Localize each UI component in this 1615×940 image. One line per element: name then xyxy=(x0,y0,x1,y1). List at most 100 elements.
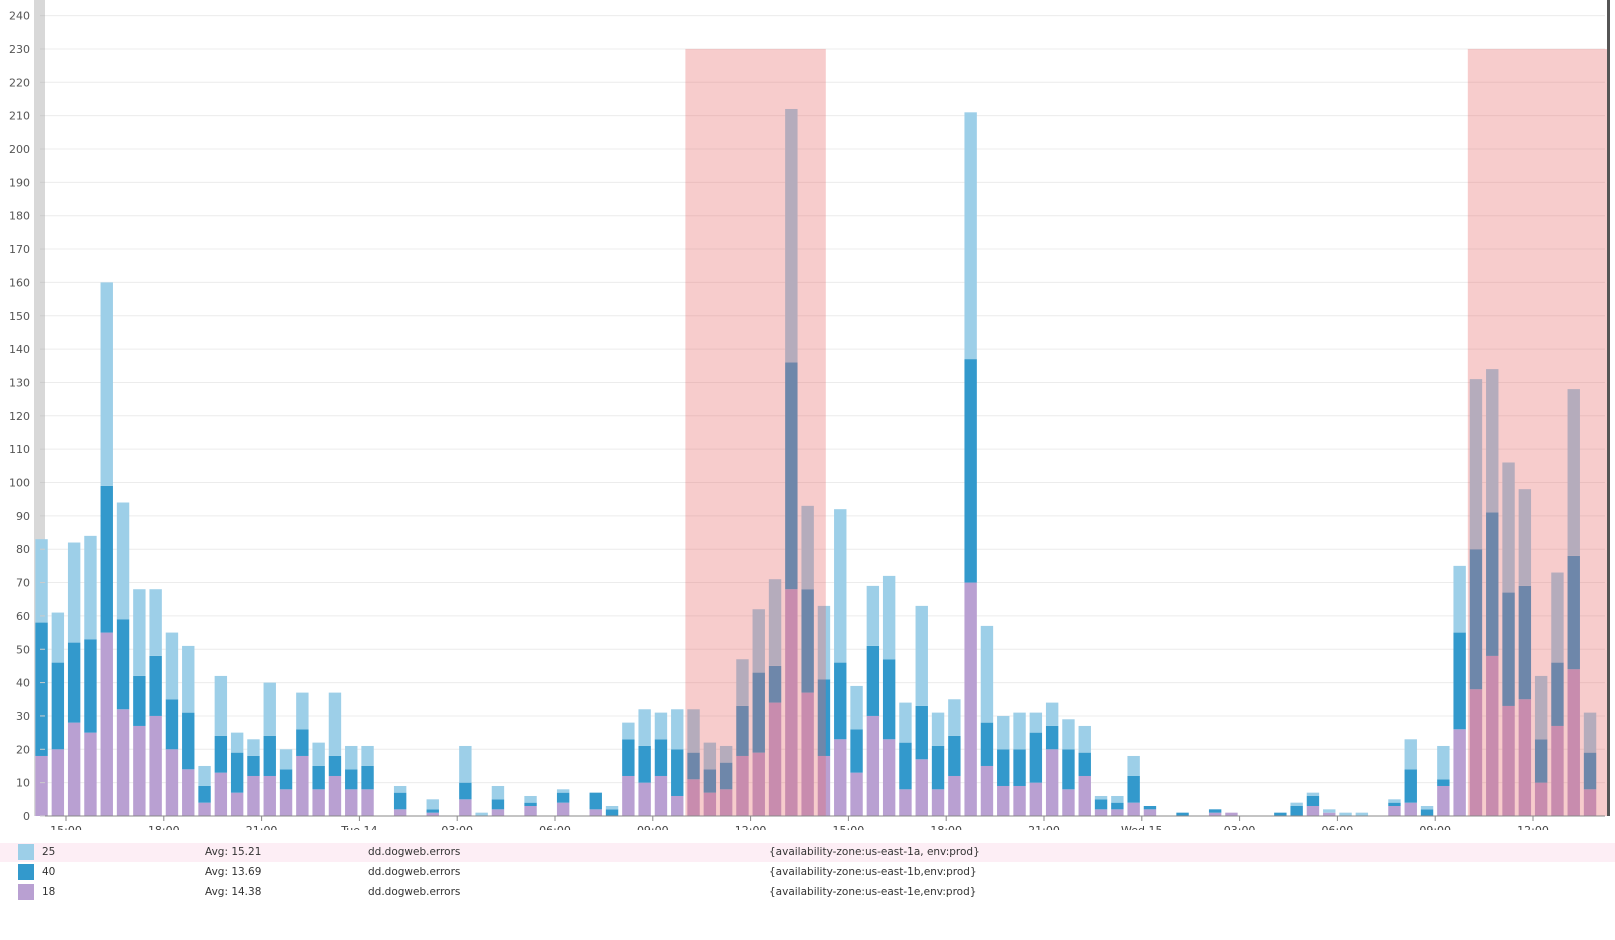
bar-segment-a xyxy=(671,709,684,750)
y-tick-label: 90 xyxy=(16,510,30,523)
bar-segment-a xyxy=(980,625,994,723)
bar-segment-a xyxy=(247,739,260,756)
bar-segment-a xyxy=(1534,675,1548,740)
bar-segment-e xyxy=(1551,725,1564,816)
legend-metric: dd.dogweb.errors xyxy=(368,866,461,878)
bar-segment-e xyxy=(1111,809,1124,816)
bar-segment-e xyxy=(997,785,1010,816)
bar-segment-e xyxy=(263,775,276,816)
bar-segment-e xyxy=(198,802,211,816)
bar-segment-a xyxy=(1339,812,1352,816)
legend-row[interactable]: 25 Avg: 15.21 dd.dogweb.errors {availabi… xyxy=(0,843,1615,862)
bar-segment-b xyxy=(948,735,961,776)
y-tick-label: 60 xyxy=(16,610,30,623)
bar-segment-e xyxy=(1469,689,1483,816)
bar-segment-a xyxy=(263,682,276,736)
bar-segment-a xyxy=(230,732,244,753)
right-edge-border xyxy=(1607,0,1610,816)
bar-segment-a xyxy=(524,795,537,803)
bar-segment-b xyxy=(1013,749,1026,786)
bar-segment-a xyxy=(1437,745,1450,780)
bar-segment-b xyxy=(1306,795,1320,806)
bar-segment-b xyxy=(1567,555,1580,670)
bar-segment-b xyxy=(426,809,439,813)
bar-segment-a xyxy=(1306,792,1320,796)
x-tick-label: 18:00 xyxy=(148,824,180,830)
legend-avg: Avg: 13.69 xyxy=(205,866,262,878)
y-tick-label: 80 xyxy=(16,543,30,556)
bar-segment-b xyxy=(263,735,276,776)
bar-segment-e xyxy=(801,692,814,816)
x-tick-label: 06:00 xyxy=(1322,824,1354,830)
bar-segment-a xyxy=(834,509,847,663)
bar-segment-a xyxy=(719,745,733,763)
bar-segment-a xyxy=(1111,795,1124,803)
bar-segment-a xyxy=(426,799,439,810)
bar-segment-e xyxy=(230,792,244,816)
bar-segment-e xyxy=(51,749,65,816)
bar-segment-b xyxy=(279,769,293,790)
bar-segment-e xyxy=(1323,812,1336,816)
bar-segment-b xyxy=(67,642,81,723)
x-tick-label: 12:00 xyxy=(735,824,767,830)
bar-segment-a xyxy=(84,535,97,640)
bar-segment-e xyxy=(719,789,733,816)
bar-segment-a xyxy=(882,575,896,660)
legend-row[interactable]: 40 Avg: 13.69 dd.dogweb.errors {availabi… xyxy=(0,863,1615,882)
bar-segment-b xyxy=(1469,549,1483,690)
bar-segment-b xyxy=(1176,812,1189,816)
bar-segment-b xyxy=(230,752,244,793)
bar-segment-a xyxy=(1486,369,1499,513)
bar-segment-a xyxy=(605,805,619,810)
legend-value: 40 xyxy=(42,866,56,878)
bar-segment-e xyxy=(1143,809,1157,816)
bar-segment-b xyxy=(182,712,195,770)
bar-segment-a xyxy=(116,502,130,620)
bar-segment-b xyxy=(1437,779,1450,786)
bar-segment-b xyxy=(931,745,945,790)
bar-segment-b xyxy=(1062,749,1075,790)
legend-swatch xyxy=(18,864,34,880)
bar-segment-e xyxy=(980,765,994,816)
bar-segment-a xyxy=(1045,702,1059,726)
bar-segment-a xyxy=(1518,489,1532,586)
bar-segment-e xyxy=(1306,805,1320,816)
bar-segment-b xyxy=(622,739,635,776)
bar-segment-a xyxy=(35,539,48,623)
bar-segment-a xyxy=(1013,712,1026,750)
legend-swatch xyxy=(18,884,34,900)
bar-segment-a xyxy=(1388,799,1401,803)
bar-segment-a xyxy=(393,785,407,793)
stacked-bar-chart: 0 10 20 30 40 50 60 70 80 90 100 110 120 130 140 150 160… xyxy=(9,0,1610,830)
bar-segment-a xyxy=(198,765,211,786)
bar-segment-a xyxy=(899,702,912,743)
bar-segment-e xyxy=(1567,669,1580,816)
bar-segment-e xyxy=(622,775,635,816)
bar-segment-a xyxy=(638,709,651,746)
y-tick-label: 120 xyxy=(9,410,30,423)
bar-segment-b xyxy=(133,675,146,726)
bar-segment-a xyxy=(345,745,358,770)
bar-segment-e xyxy=(899,789,912,816)
bar-segment-e xyxy=(328,775,342,816)
bar-segment-a xyxy=(51,612,65,663)
scroll-handle[interactable] xyxy=(34,0,45,816)
bar-segment-e xyxy=(133,725,146,816)
bar-segment-b xyxy=(736,705,749,756)
bar-segment-b xyxy=(654,739,668,776)
y-tick-label: 150 xyxy=(9,310,30,323)
legend-tags: {availability-zone:us-east-1e,env:prod} xyxy=(769,886,977,898)
bar-segment-e xyxy=(491,809,505,816)
legend-row[interactable]: 18 Avg: 14.38 dd.dogweb.errors {availabi… xyxy=(0,883,1615,902)
bar-segment-b xyxy=(752,672,765,753)
bar-segment-e xyxy=(182,769,195,816)
bar-segment-e xyxy=(165,749,179,816)
x-tick-label: 03:00 xyxy=(1224,824,1256,830)
y-tick-label: 100 xyxy=(9,477,30,490)
y-tick-label: 130 xyxy=(9,376,30,389)
y-tick-label: 210 xyxy=(9,110,30,123)
y-tick-label: 190 xyxy=(9,176,30,189)
bar-segment-b xyxy=(393,792,407,810)
bar-segment-b xyxy=(850,729,863,773)
bar-segment-e xyxy=(1404,802,1417,816)
